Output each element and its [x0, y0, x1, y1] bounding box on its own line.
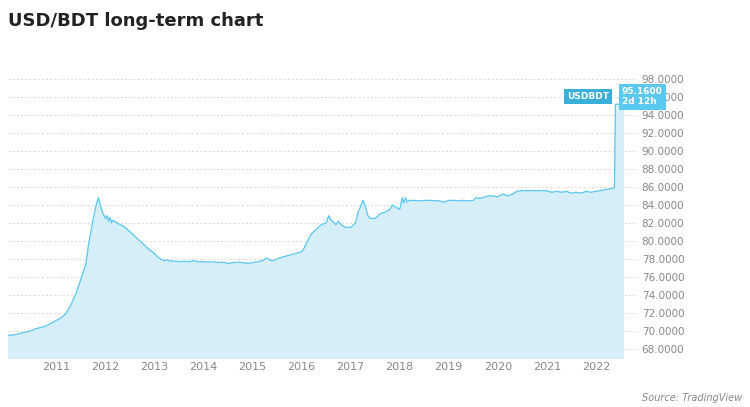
Text: USD/BDT long-term chart: USD/BDT long-term chart: [8, 12, 262, 30]
Text: Source: TradingView: Source: TradingView: [642, 393, 742, 403]
Text: 95.1600
2d 12h: 95.1600 2d 12h: [622, 87, 662, 106]
Text: USDBDT: USDBDT: [567, 92, 609, 101]
